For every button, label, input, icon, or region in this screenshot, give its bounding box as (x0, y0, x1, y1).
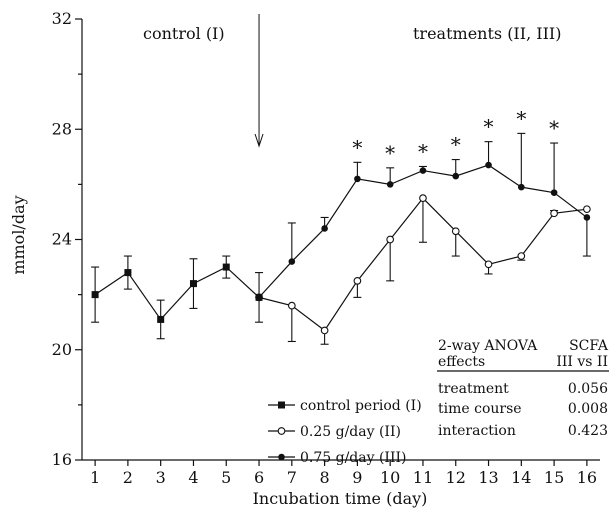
chart-legend: control period (I) 0.25 g/day (II) 0.75 … (268, 398, 422, 466)
significance-star: * (516, 106, 526, 130)
data-point-high-dose (550, 189, 558, 196)
data-point-low-dose (451, 227, 460, 236)
y-tick-label: 16 (52, 450, 72, 469)
x-tick-label: 4 (188, 468, 198, 487)
data-point-low-dose (287, 301, 296, 310)
y-axis-title: mmol/day (9, 195, 28, 274)
x-tick-label: 2 (123, 468, 133, 487)
x-tick-label: 5 (221, 468, 231, 487)
x-tick-label: 6 (254, 468, 264, 487)
legend-label-low-dose: 0.25 g/day (II) (300, 424, 401, 440)
data-point-low-dose (419, 194, 427, 203)
x-tick-label: 15 (544, 468, 564, 487)
data-point-high-dose (419, 167, 427, 174)
data-point-high-dose (255, 294, 263, 301)
data-point-low-dose (550, 209, 558, 218)
significance-star: * (352, 135, 362, 159)
significance-star: * (385, 141, 395, 165)
x-tick-label: 13 (478, 468, 498, 487)
data-point-control (222, 263, 230, 271)
data-point-low-dose (517, 252, 526, 260)
anova-header-left-line1: 2-way ANOVA (438, 338, 538, 354)
anova-row-value-time-course: 0.008 (568, 401, 608, 417)
x-axis-title: Incubation time (day) (253, 489, 428, 508)
legend-label-control: control period (I) (300, 398, 422, 414)
data-point-low-dose (320, 326, 329, 335)
anova-row-value-treatment: 0.056 (568, 381, 608, 397)
anova-header-left-line2: effects (438, 354, 485, 370)
data-point-low-dose (353, 276, 362, 285)
treatment-start-arrow-head (254, 133, 264, 148)
data-point-high-dose (583, 214, 591, 221)
anova-header-right-line2: III vs II (556, 354, 608, 370)
y-tick-label: 32 (52, 9, 72, 28)
legend-marker-filled-circle (278, 453, 285, 461)
x-tick-label: 16 (577, 468, 597, 487)
data-point-control (124, 269, 132, 277)
data-point-control (91, 291, 99, 299)
anova-row-label-time-course: time course (438, 401, 522, 417)
region-label-treatments: treatments (II, III) (413, 24, 561, 43)
data-point-low-dose (583, 205, 591, 214)
legend-label-high-dose: 0.75 g/day (III) (300, 450, 406, 466)
significance-star: * (418, 139, 428, 163)
x-tick-label: 12 (446, 468, 466, 487)
data-point-low-dose (484, 260, 493, 269)
data-point-high-dose (354, 175, 361, 183)
significance-star: * (549, 116, 559, 140)
significance-star: * (484, 115, 494, 139)
significance-star: * (451, 133, 461, 157)
legend-marker-square (278, 401, 285, 409)
data-point-control (157, 315, 165, 323)
x-tick-label: 14 (511, 468, 531, 487)
series-line-control (94, 266, 260, 321)
data-point-high-dose (321, 225, 328, 232)
x-tick-label: 1 (90, 468, 100, 487)
anova-table: 2-way ANOVA effects SCFA III vs II treat… (437, 338, 609, 439)
anova-row-label-treatment: treatment (438, 381, 509, 397)
chart-marks: * * * * * * * (91, 14, 591, 345)
x-tick-label: 10 (380, 468, 400, 487)
data-point-low-dose (386, 235, 395, 244)
data-point-high-dose (452, 172, 460, 180)
x-tick-label: 11 (413, 468, 433, 487)
y-tick-label: 24 (52, 230, 72, 249)
data-point-control (189, 280, 197, 288)
anova-row-value-interaction: 0.423 (568, 423, 608, 439)
data-point-high-dose (518, 183, 525, 191)
x-tick-label: 8 (320, 468, 330, 487)
anova-header-right-line1: SCFA (569, 338, 609, 354)
y-tick-label: 20 (52, 340, 72, 359)
region-label-control: control (I) (143, 24, 225, 43)
data-point-high-dose (386, 181, 394, 188)
anova-row-label-interaction: interaction (438, 423, 516, 439)
data-point-high-dose (485, 161, 492, 169)
legend-marker-open-circle (277, 427, 286, 435)
y-tick-label: 28 (52, 119, 72, 138)
x-tick-label: 3 (156, 468, 166, 487)
x-tick-label: 9 (352, 468, 362, 487)
data-point-high-dose (288, 258, 296, 265)
x-tick-label: 7 (287, 468, 297, 487)
